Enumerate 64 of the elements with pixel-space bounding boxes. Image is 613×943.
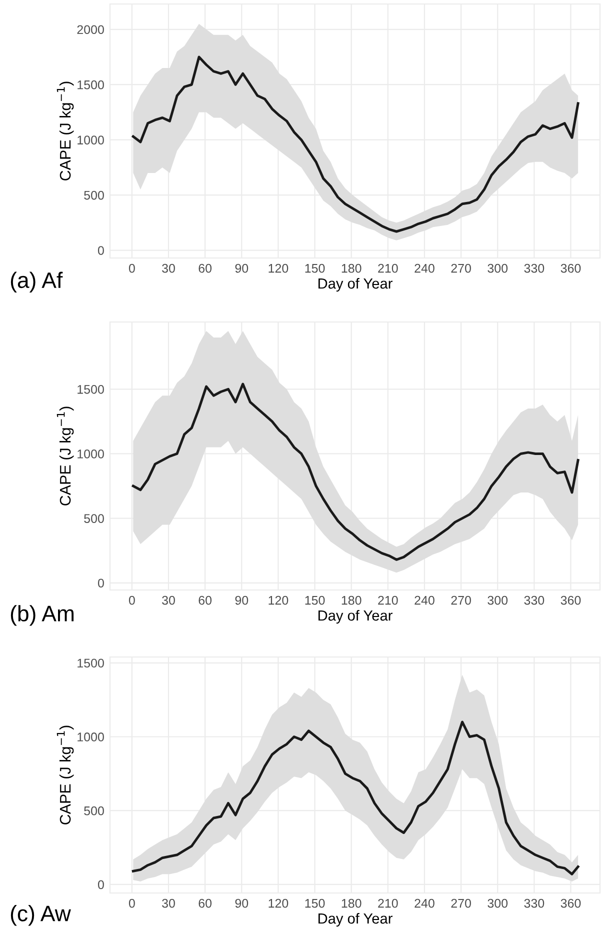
- x-axis-title: Day of Year: [318, 913, 392, 927]
- x-tick-label: 330: [524, 596, 544, 605]
- x-tick-label: 90: [235, 596, 248, 605]
- x-tick-label: 210: [378, 264, 398, 273]
- y-tick-label: 0: [98, 880, 104, 890]
- y-axis-title: CAPE (J kg$^{−1}$): [56, 406, 74, 506]
- x-tick-label: 180: [342, 596, 362, 605]
- x-tick-label: 360: [560, 264, 581, 273]
- y-tick-label: 1000: [78, 450, 104, 458]
- x-tick-label: 360: [560, 596, 581, 605]
- x-tick-label: 60: [198, 596, 212, 605]
- y-tick-label: 0: [98, 246, 104, 255]
- x-tick-label: 240: [414, 264, 434, 273]
- x-tick-label: 120: [268, 898, 288, 908]
- x-tick-label: 30: [162, 898, 175, 908]
- x-tick-label: 150: [305, 596, 325, 605]
- x-tick-label: 60: [198, 264, 212, 273]
- y-tick-label: 1500: [78, 80, 104, 90]
- x-tick-label: 330: [524, 898, 544, 908]
- x-tick-label: 150: [305, 264, 325, 273]
- y-tick-label: 500: [84, 190, 104, 200]
- y-tick-label: 1000: [78, 136, 104, 144]
- x-tick-label: 300: [488, 898, 508, 908]
- x-tick-label: 60: [198, 898, 212, 908]
- y-tick-label: 1000: [78, 732, 104, 742]
- text: (c) Aw: [10, 905, 71, 926]
- x-tick-label: 240: [414, 596, 434, 605]
- y-axis-title: CAPE (J kg$^{−1}$): [56, 726, 74, 824]
- x-tick-label: 150: [305, 898, 325, 908]
- x-tick-label: 0: [128, 596, 135, 605]
- x-tick-label: 120: [268, 596, 288, 605]
- y-tick-label: 500: [84, 514, 104, 523]
- x-tick-label: 0: [128, 264, 135, 273]
- x-tick-label: 120: [268, 264, 288, 273]
- line-series: [132, 382, 580, 561]
- x-tick-label: 90: [235, 264, 248, 273]
- x-tick-label: 210: [378, 596, 398, 605]
- x-tick-label: 30: [162, 264, 175, 273]
- x-tick-label: 270: [451, 596, 471, 605]
- x-tick-label: 240: [414, 898, 434, 908]
- text: (b) Am: [10, 605, 74, 626]
- x-tick-label: 30: [162, 596, 175, 605]
- x-tick-label: 0: [128, 898, 135, 908]
- text: (a) Af: [10, 272, 63, 292]
- x-tick-label: 270: [451, 264, 471, 273]
- x-tick-label: 360: [560, 898, 581, 908]
- y-tick-label: 2000: [77, 25, 104, 34]
- x-tick-label: 270: [451, 898, 471, 908]
- y-tick-label: 500: [84, 806, 104, 816]
- x-axis-title: Day of Year: [318, 278, 392, 292]
- x-tick-label: 300: [488, 264, 508, 273]
- y-axis-title: CAPE (J kg$^{−1}$): [56, 82, 74, 180]
- y-tick-label: 0: [98, 578, 104, 588]
- x-tick-label: 90: [235, 898, 248, 908]
- x-tick-label: 180: [342, 264, 362, 273]
- line-series: [132, 56, 580, 233]
- x-tick-label: 180: [342, 898, 362, 908]
- y-tick-label: 1500: [78, 658, 104, 668]
- x-tick-label: 330: [524, 264, 544, 273]
- line-series: [132, 720, 580, 876]
- x-tick-label: 300: [488, 596, 508, 605]
- y-tick-label: 1500: [78, 384, 104, 394]
- x-tick-label: 210: [378, 898, 398, 908]
- x-axis-title: Day of Year: [318, 610, 392, 624]
